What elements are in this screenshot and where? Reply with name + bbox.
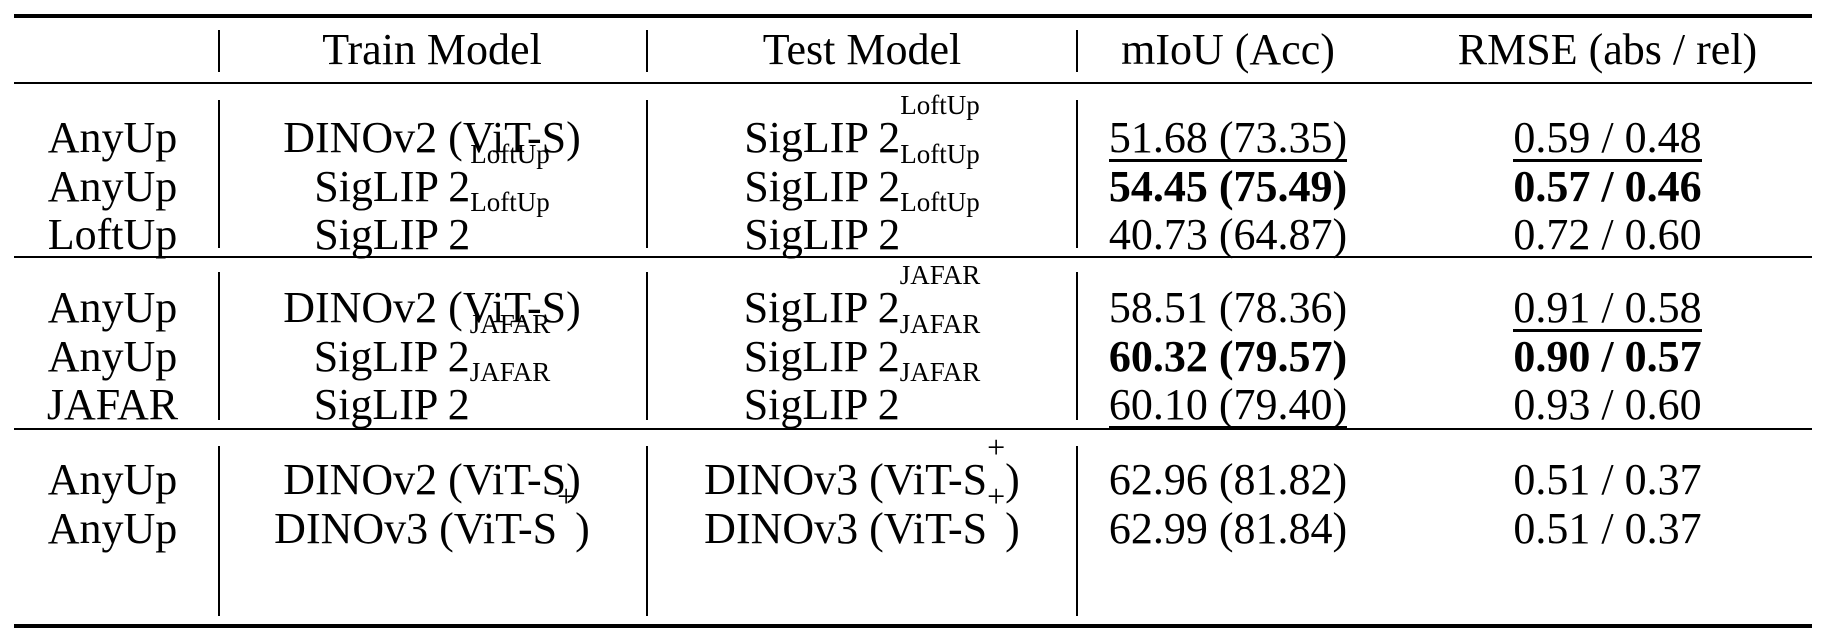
test-model-cell: SigLIP 2JAFAR <box>743 309 981 382</box>
miou-cell: 60.32 (79.57) <box>1108 332 1348 381</box>
col-divider <box>646 30 648 72</box>
col-divider <box>218 100 220 248</box>
top-rule <box>14 14 1812 18</box>
rmse-cell: 0.51 / 0.37 <box>1513 455 1702 504</box>
test-model-cell: DINOv3 (ViT-S+) <box>704 429 1020 504</box>
method-cell: LoftUp <box>47 210 178 259</box>
header-test-model: Test Model <box>762 25 962 74</box>
method-cell: AnyUp <box>47 504 178 553</box>
test-model-cell: SigLIP 2JAFAR <box>743 260 981 333</box>
test-model-cell: SigLIP 2LoftUp <box>744 187 980 260</box>
rmse-cell: 0.51 / 0.37 <box>1513 504 1702 553</box>
train-model-cell: SigLIP 2JAFAR <box>313 309 551 382</box>
group-rule-2 <box>14 428 1812 430</box>
train-model-cell: SigLIP 2JAFAR <box>313 357 551 430</box>
rmse-cell: 0.72 / 0.60 <box>1513 210 1702 259</box>
header-rule <box>14 82 1812 84</box>
method-cell: AnyUp <box>47 332 178 381</box>
col-divider <box>646 446 648 616</box>
rmse-cell: 0.93 / 0.60 <box>1513 380 1702 429</box>
rmse-cell: 0.90 / 0.57 <box>1513 332 1702 381</box>
col-divider <box>1076 446 1078 616</box>
method-cell: AnyUp <box>47 455 178 504</box>
header-train-model: Train Model <box>322 25 542 74</box>
test-model-cell: SigLIP 2LoftUp <box>744 139 980 212</box>
rmse-cell: 0.59 / 0.48 <box>1513 113 1702 162</box>
col-divider <box>218 272 220 420</box>
train-model-cell: DINOv2 (ViT-S) <box>283 455 581 504</box>
header-miou: mIoU (Acc) <box>1121 25 1335 74</box>
bottom-rule <box>14 624 1812 628</box>
train-model-cell: SigLIP 2LoftUp <box>314 139 550 212</box>
train-model-cell: DINOv3 (ViT-S+) <box>274 478 590 553</box>
miou-cell: 51.68 (73.35) <box>1108 113 1348 162</box>
col-divider <box>1076 30 1078 72</box>
miou-cell: 62.99 (81.84) <box>1108 504 1348 553</box>
col-divider <box>646 100 648 248</box>
rmse-cell: 0.57 / 0.46 <box>1513 162 1702 211</box>
test-model-cell: SigLIP 2LoftUp <box>744 90 980 163</box>
miou-cell: 40.73 (64.87) <box>1108 210 1348 259</box>
train-model-cell: DINOv2 (ViT-S) <box>283 283 581 332</box>
header-rmse: RMSE (abs / rel) <box>1457 25 1758 74</box>
miou-cell: 54.45 (75.49) <box>1108 162 1348 211</box>
method-cell: AnyUp <box>47 113 178 162</box>
col-divider <box>1076 100 1078 248</box>
train-model-cell: DINOv2 (ViT-S) <box>283 113 581 162</box>
col-divider <box>646 272 648 420</box>
miou-cell: 62.96 (81.82) <box>1108 455 1348 504</box>
method-cell: AnyUp <box>47 162 178 211</box>
test-model-cell: SigLIP 2JAFAR <box>743 357 981 430</box>
train-model-cell: SigLIP 2LoftUp <box>314 187 550 260</box>
miou-cell: 58.51 (78.36) <box>1108 283 1348 332</box>
col-divider <box>218 446 220 616</box>
col-divider <box>1076 272 1078 420</box>
rmse-cell: 0.91 / 0.58 <box>1513 283 1702 332</box>
method-cell: AnyUp <box>47 283 178 332</box>
group-rule-1 <box>14 256 1812 258</box>
test-model-cell: DINOv3 (ViT-S+) <box>704 478 1020 553</box>
miou-cell: 60.10 (79.40) <box>1108 380 1348 429</box>
col-divider <box>218 30 220 72</box>
method-cell: JAFAR <box>46 380 179 429</box>
